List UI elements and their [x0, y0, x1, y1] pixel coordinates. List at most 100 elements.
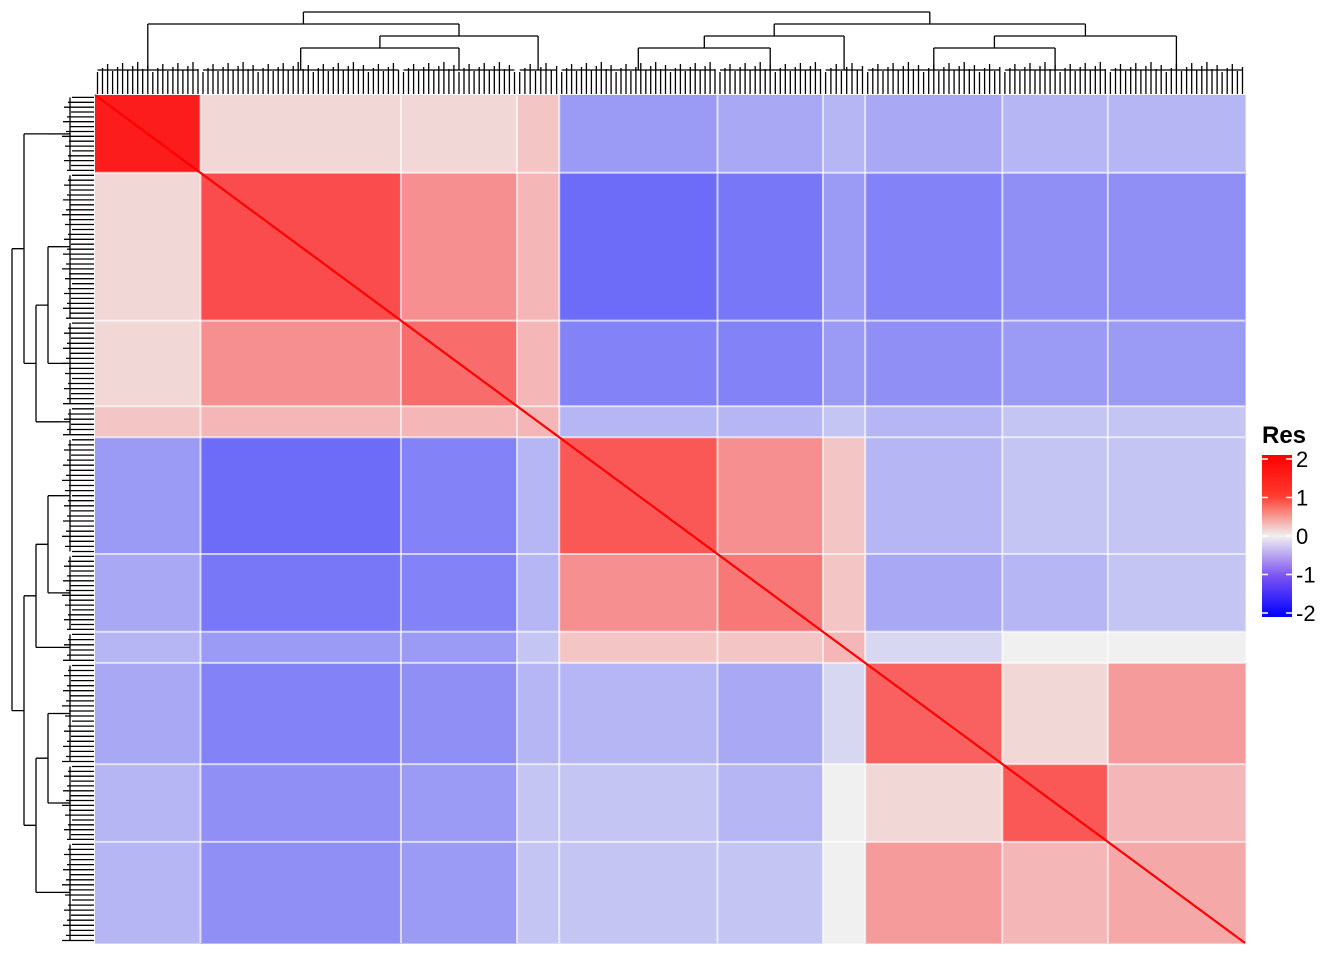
heatmap-block-D3-D2: [1002, 841, 1109, 944]
heatmap-block-D3-C1: [559, 841, 719, 944]
heatmap-block-D1-B3: [517, 662, 560, 765]
heatmap-block-B1-B3: [517, 172, 560, 322]
heatmap-block-D3-C2: [717, 841, 824, 944]
heatmap-block-D2-A: [95, 764, 202, 843]
heatmap-block-D2-B2: [400, 764, 518, 843]
heatmap-block-B2-C1: [559, 320, 719, 407]
heatmap-block-B3-B2: [400, 406, 518, 438]
legend-tick-label: -2: [1296, 601, 1316, 626]
heatmap-block-D2-B3: [517, 764, 560, 843]
heatmap-block-B3-A: [95, 406, 202, 438]
heatmap-block-C1-A: [95, 437, 202, 555]
heatmap-block-D1-A: [95, 662, 202, 765]
heatmap-block-C3-B3: [517, 631, 560, 664]
column-dendrogram-branch: [637, 47, 771, 60]
heatmap-block-D1-D3: [1107, 662, 1246, 765]
heatmap-block-D1-C1: [559, 662, 719, 765]
heatmap-block-D3-B1: [200, 841, 402, 944]
heatmap-block-D1-C3: [822, 662, 866, 765]
heatmap-block-C1-D1: [865, 437, 1003, 555]
heatmap-block-C1-D3: [1107, 437, 1246, 555]
heatmap-block-A-D2: [1002, 95, 1109, 174]
heatmap-block-C1-C3: [822, 437, 866, 555]
heatmap-block-B2-A: [95, 320, 202, 407]
heatmap-block-C3-A: [95, 631, 202, 664]
heatmap-block-A-D1: [865, 95, 1003, 174]
heatmap-block-D3-C3: [822, 841, 866, 944]
heatmap-block-C1-C2: [717, 437, 824, 555]
heatmap-diagonal: [94, 94, 1246, 944]
legend-tick-label: -1: [1296, 563, 1316, 588]
heatmap-block-A-B2: [400, 95, 518, 174]
heatmap-block-B3-C3: [822, 406, 866, 438]
heatmap-block-B1-D1: [865, 172, 1003, 322]
heatmap-block-C1-B2: [400, 437, 518, 555]
row-dendrogram-branch: [11, 248, 24, 712]
heatmap-block-C2-C3: [822, 554, 866, 633]
heatmap-block-D3-B3: [517, 841, 560, 944]
heatmap-block-B3-D3: [1107, 406, 1246, 438]
heatmap-block-C3-B1: [200, 631, 402, 664]
row-dendrogram-branch: [47, 712, 60, 804]
heatmap-block-B2-D3: [1107, 320, 1246, 407]
heatmap-block-C3-D3: [1107, 631, 1246, 664]
heatmap-block-B2-D2: [1002, 320, 1109, 407]
row-dendrogram: [11, 96, 94, 942]
legend-title: Res: [1262, 422, 1306, 449]
heatmap-block-D1-B2: [400, 662, 518, 765]
heatmap-block-C3-D2: [1002, 631, 1109, 664]
heatmap-block-A-B3: [517, 95, 560, 174]
heatmap-block-C2-D2: [1002, 554, 1109, 633]
row-dendrogram-branch: [47, 495, 60, 594]
legend-ticks: 2 1 0 -1 -2: [1262, 447, 1316, 626]
legend-tick-label: 0: [1296, 524, 1308, 549]
heatmap-block-B2-B1: [200, 320, 402, 407]
heatmap-block-B2-C3: [822, 320, 866, 407]
heatmap-body: [94, 94, 1246, 944]
heatmap-block-B1-C1: [559, 172, 719, 322]
heatmap-block-B2-D1: [865, 320, 1003, 407]
heatmap-block-B1-B2: [400, 172, 518, 322]
column-dendrogram-branch: [933, 47, 1056, 60]
heatmap-block-B1-A: [95, 172, 202, 322]
heatmap-block-B3-C1: [559, 406, 719, 438]
heatmap-block-A-B1: [200, 95, 402, 174]
column-dendrogram-branch: [300, 47, 460, 60]
legend-tick-label: 1: [1296, 486, 1308, 511]
color-legend: Res 2 1 0 -1 -2: [1262, 422, 1316, 626]
heatmap-block-B1-C3: [822, 172, 866, 322]
heatmap-block-C2-D3: [1107, 554, 1246, 633]
heatmap-block-D3-A: [95, 841, 202, 944]
column-dendrogram-branch: [302, 11, 931, 24]
heatmap-block-C1-D2: [1002, 437, 1109, 555]
heatmap-block-D1-C2: [717, 662, 824, 765]
heatmap-block-C2-A: [95, 554, 202, 633]
heatmap-block-C2-B3: [517, 554, 560, 633]
heatmap-block-C2-B1: [200, 554, 402, 633]
heatmap-block-C1-B3: [517, 437, 560, 555]
legend-tick-label: 2: [1296, 447, 1308, 472]
heatmap-block-C2-C1: [559, 554, 719, 633]
heatmap-block-D1-D2: [1002, 662, 1109, 765]
heatmap-block-D2-C1: [559, 764, 719, 843]
heatmap-block-D2-D3: [1107, 764, 1246, 843]
column-dendrogram-branch: [773, 23, 1087, 36]
heatmap-block-B1-D2: [1002, 172, 1109, 322]
heatmap-block-B3-B1: [200, 406, 402, 438]
heatmap-block-D2-C3: [822, 764, 866, 843]
heatmap-block-C3-C1: [559, 631, 719, 664]
row-dendrogram-branch: [47, 246, 60, 365]
heatmap-block-B3-D2: [1002, 406, 1109, 438]
heatmap-block-C1-B1: [200, 437, 402, 555]
heatmap-block-C2-B2: [400, 554, 518, 633]
heatmap-block-C3-B2: [400, 631, 518, 664]
heatmap-block-B3-C2: [717, 406, 824, 438]
heatmap-block-A-D3: [1107, 95, 1246, 174]
heatmap-block-D2-C2: [717, 764, 824, 843]
heatmap-block-C3-C2: [717, 631, 824, 664]
heatmap-block-D3-B2: [400, 841, 518, 944]
heatmap-block-B1-C2: [717, 172, 824, 322]
heatmap-block-C3-D1: [865, 631, 1003, 664]
heatmap-block-D2-D1: [865, 764, 1003, 843]
